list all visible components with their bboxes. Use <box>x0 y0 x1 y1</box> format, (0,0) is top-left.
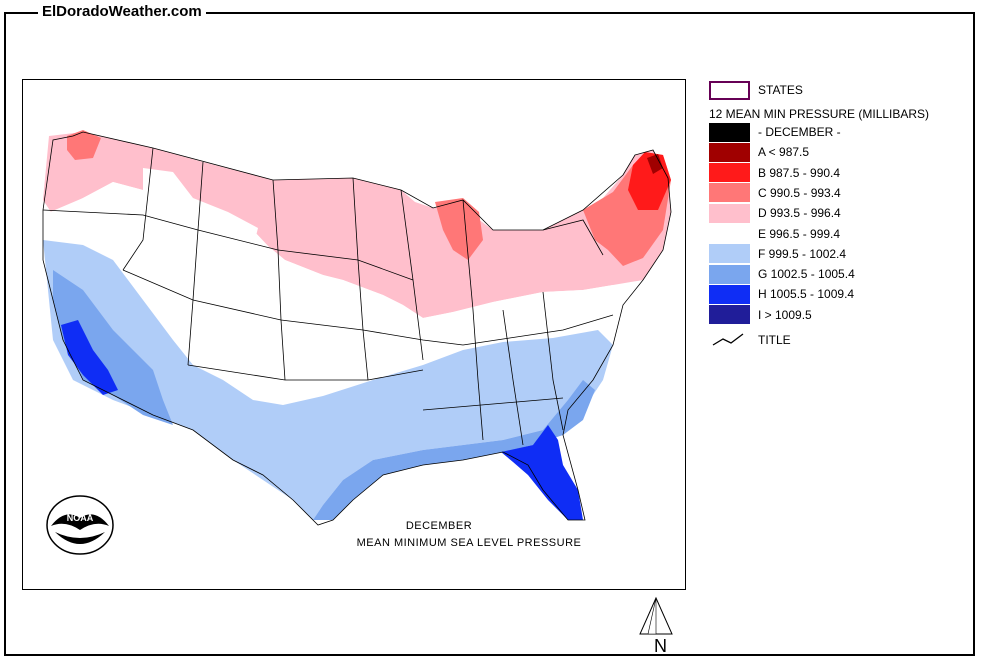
legend-class-row: B 987.5 - 990.4 <box>709 163 840 183</box>
legend-class-swatch <box>709 284 750 304</box>
site-title: ElDoradoWeather.com <box>38 3 206 20</box>
states-swatch <box>709 80 750 100</box>
legend-header: 12 MEAN MIN PRESSURE (MILLIBARS) <box>709 107 930 121</box>
legend-class-swatch <box>709 142 750 162</box>
legend-class-swatch <box>709 203 750 223</box>
legend-class-label: B 987.5 - 990.4 <box>758 165 841 180</box>
legend-class-row: F 999.5 - 1002.4 <box>709 244 846 264</box>
noaa-logo-icon: NOAA <box>46 495 114 555</box>
legend-class-swatch <box>709 224 750 243</box>
legend-class-row: C 990.5 - 993.4 <box>709 183 841 203</box>
legend-title-row: TITLE <box>709 330 791 350</box>
zone-e-central <box>43 182 623 405</box>
zone-f-southern-band <box>43 240 613 520</box>
zone-c-michigan <box>435 198 483 260</box>
legend-class-row: A < 987.5 <box>709 142 809 162</box>
legend-states-label: STATES <box>758 83 803 97</box>
legend-class-swatch <box>709 163 750 183</box>
legend-class-label: H 1005.5 - 1009.4 <box>758 287 855 302</box>
zone-a-maine-tip <box>647 154 663 174</box>
legend-class-label: C 990.5 - 993.4 <box>758 185 841 200</box>
noaa-logo-text: NOAA <box>67 513 94 523</box>
legend-class-swatch <box>709 183 750 203</box>
legend-class-row: H 1005.5 - 1009.4 <box>709 284 854 304</box>
legend-class-label: G 1002.5 - 1005.4 <box>758 267 855 282</box>
map-title-month: DECEMBER <box>405 520 473 532</box>
legend-class-label: D 993.5 - 996.4 <box>758 206 841 221</box>
north-label: N <box>654 636 667 656</box>
legend-title-label: TITLE <box>758 333 791 347</box>
legend-class-row: - DECEMBER - <box>709 122 841 142</box>
legend-class-row: G 1002.5 - 1005.4 <box>709 264 855 284</box>
legend-class-label: A < 987.5 <box>758 145 810 160</box>
zone-c-washington <box>67 130 101 160</box>
map-title-main: MEAN MINIMUM SEA LEVEL PRESSURE <box>356 537 582 549</box>
zone-g-california-coast <box>53 270 173 425</box>
zone-h-florida <box>501 425 583 520</box>
legend-class-row: D 993.5 - 996.4 <box>709 203 841 223</box>
legend-class-row: I > 1009.5 <box>709 305 812 325</box>
legend-class-label: E 996.5 - 999.4 <box>758 226 841 241</box>
legend-class-swatch <box>709 244 750 264</box>
legend-class-swatch <box>709 305 750 325</box>
us-pressure-map <box>42 130 672 526</box>
outer-frame <box>4 12 975 656</box>
legend-class-label: I > 1009.5 <box>758 307 812 322</box>
legend-class-swatch <box>709 122 750 142</box>
legend-class-label: F 999.5 - 1002.4 <box>758 246 847 261</box>
legend-states-row: STATES <box>709 80 803 100</box>
title-line-icon <box>712 332 744 346</box>
legend-class-swatch <box>709 264 750 284</box>
legend-class-label: - DECEMBER - <box>758 125 841 139</box>
legend-class-row: E 996.5 - 999.4 <box>709 224 840 244</box>
north-arrow-icon: N <box>639 596 673 656</box>
zone-d-northern-tier <box>43 132 671 318</box>
zone-g-gulf-coast <box>313 380 595 520</box>
state-borders <box>42 131 672 526</box>
zone-h-southern-california <box>61 320 118 395</box>
map-panel: NOAA DECEMBER MEAN MINIMUM SEA LEVEL PRE… <box>22 79 686 590</box>
